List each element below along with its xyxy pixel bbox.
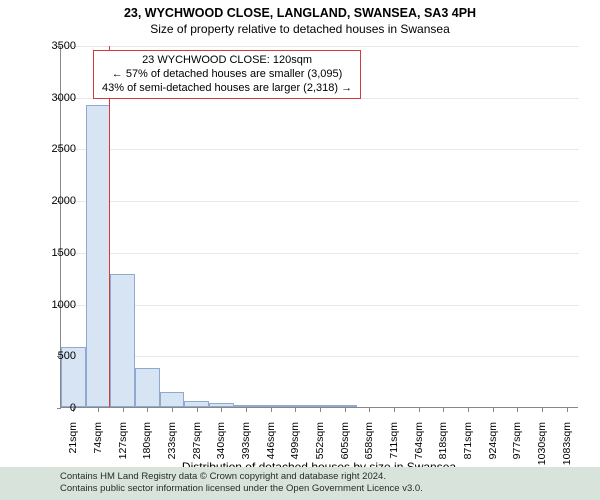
xtick-mark xyxy=(419,408,420,412)
bar xyxy=(184,401,209,407)
bar xyxy=(308,405,333,407)
xtick-mark xyxy=(271,408,272,412)
ytick-label: 500 xyxy=(36,350,76,362)
bar xyxy=(110,274,135,407)
ytick-label: 3000 xyxy=(36,92,76,104)
xtick-mark xyxy=(320,408,321,412)
annotation-line: 43% of semi-detached houses are larger (… xyxy=(102,82,352,96)
ytick-label: 3500 xyxy=(36,40,76,52)
gridline xyxy=(61,305,579,306)
gridline xyxy=(61,253,579,254)
xtick-mark xyxy=(147,408,148,412)
position-marker-line xyxy=(109,46,110,407)
ytick-label: 2500 xyxy=(36,143,76,155)
gridline xyxy=(61,356,579,357)
footer-line-1: Contains HM Land Registry data © Crown c… xyxy=(60,471,590,483)
xtick-mark xyxy=(295,408,296,412)
plot-area: 21sqm74sqm127sqm180sqm233sqm287sqm340sqm… xyxy=(60,46,578,408)
ytick-label: 1500 xyxy=(36,247,76,259)
ytick-label: 2000 xyxy=(36,195,76,207)
ytick-label: 0 xyxy=(36,402,76,414)
bar xyxy=(135,368,160,407)
xtick-mark xyxy=(394,408,395,412)
bar xyxy=(160,392,185,408)
gridline xyxy=(61,46,579,47)
xtick-mark xyxy=(98,408,99,412)
xtick-mark xyxy=(468,408,469,412)
xtick-mark xyxy=(345,408,346,412)
xtick-mark xyxy=(221,408,222,412)
footer-line-2: Contains public sector information licen… xyxy=(60,483,590,495)
annotation-line: ← 57% of detached houses are smaller (3,… xyxy=(102,68,352,82)
bar xyxy=(332,405,357,407)
ytick-label: 1000 xyxy=(36,299,76,311)
gridline xyxy=(61,201,579,202)
chart-title: 23, WYCHWOOD CLOSE, LANGLAND, SWANSEA, S… xyxy=(0,0,600,20)
bar xyxy=(209,403,234,407)
xtick-mark xyxy=(197,408,198,412)
bar xyxy=(283,405,308,407)
xtick-mark xyxy=(246,408,247,412)
bar xyxy=(258,405,283,407)
plot-wrap: Number of detached properties 21sqm74sqm… xyxy=(60,46,578,408)
annotation-box: 23 WYCHWOOD CLOSE: 120sqm← 57% of detach… xyxy=(93,50,361,99)
xtick-mark xyxy=(567,408,568,412)
chart-container: { "title": "23, WYCHWOOD CLOSE, LANGLAND… xyxy=(0,0,600,500)
xtick-mark xyxy=(493,408,494,412)
bar xyxy=(86,105,111,407)
xtick-mark xyxy=(542,408,543,412)
attribution-footer: Contains HM Land Registry data © Crown c… xyxy=(0,467,600,500)
xtick-mark xyxy=(443,408,444,412)
xtick-mark xyxy=(369,408,370,412)
xtick-mark xyxy=(517,408,518,412)
gridline xyxy=(61,149,579,150)
bar xyxy=(234,405,259,407)
annotation-line: 23 WYCHWOOD CLOSE: 120sqm xyxy=(102,54,352,68)
chart-subtitle: Size of property relative to detached ho… xyxy=(0,20,600,36)
xtick-mark xyxy=(172,408,173,412)
xtick-mark xyxy=(123,408,124,412)
